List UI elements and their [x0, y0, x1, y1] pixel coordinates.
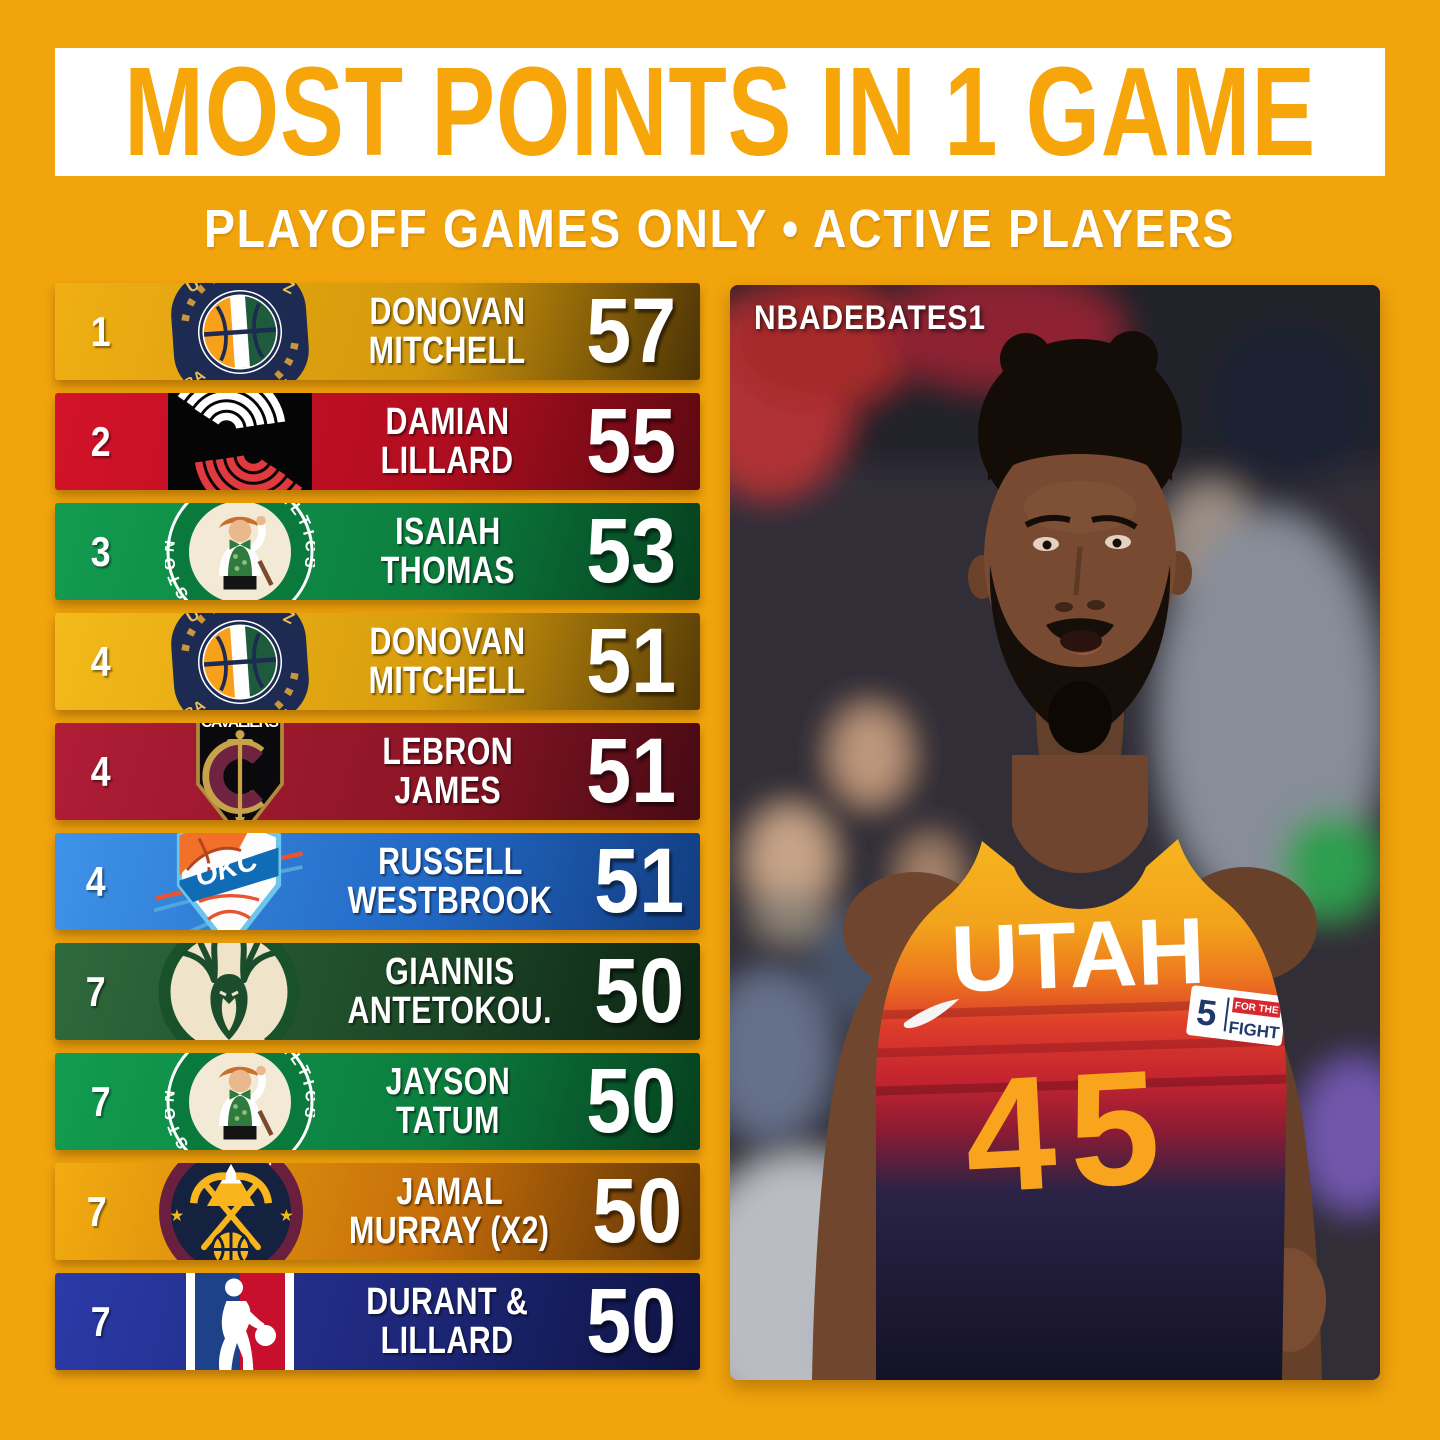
leaderboard-row: 7 DURANT & LILLARD 50 [55, 1270, 700, 1372]
points-value: 50 [585, 1270, 677, 1372]
svg-text:CAVALIERS: CAVALIERS [201, 723, 279, 731]
player-name: RUSSELL WESTBROOK [347, 840, 553, 922]
title-banner: MOST POINTS IN 1 GAME [55, 48, 1385, 176]
rank-label: 7 [86, 1187, 107, 1235]
points-value: 53 [585, 500, 677, 602]
rank-label: 4 [91, 747, 111, 795]
leaderboard-row: 2 [55, 390, 700, 492]
svg-text:LL: LL [278, 705, 302, 710]
celtics-logo: CELTICS BOSTON [165, 1053, 315, 1150]
cavaliers-logo: CAVALIERS [196, 723, 284, 820]
leaderboard-row: 7 M S GIANNIS [55, 940, 700, 1042]
rank-label: 1 [91, 307, 111, 355]
rank-label: 4 [85, 857, 106, 905]
leaderboard-row: 4 CAVALIERS LEBRON JAMES 51 [55, 720, 700, 822]
trail-blazers-logo [167, 393, 313, 490]
svg-text:★: ★ [170, 1207, 185, 1225]
nike-swoosh-icon [903, 998, 960, 1029]
svg-text:★: ★ [279, 1207, 294, 1225]
subtitle: PLAYOFF GAMES ONLY • ACTIVE PLAYERS [0, 198, 1440, 260]
leaderboard-row: 1 U Z BA LL [55, 280, 700, 382]
leaderboard-row: 4 [55, 830, 700, 932]
jersey-team-text: UTAH [949, 898, 1209, 1012]
player-name: DONOVAN MITCHELL [369, 620, 526, 702]
svg-text:R: R [261, 1163, 280, 1169]
rank-label: 3 [91, 527, 111, 575]
five-for-the-fight-patch: 5 FOR THE FIGHT [1186, 985, 1287, 1046]
rank-label: 2 [91, 417, 111, 465]
points-value: 51 [585, 610, 677, 712]
points-value: 51 [593, 830, 685, 932]
player-name: ISAIAH THOMAS [380, 510, 515, 592]
player-figure: 5 FOR THE FIGHT UTAH 45 [812, 331, 1326, 1380]
utah-jazz-logo: U Z BA LL [171, 613, 309, 710]
player-name: DURANT & LILLARD [366, 1280, 529, 1362]
points-value: 50 [593, 940, 684, 1042]
leaderboard-row: 7 CELTICS BOSTON [55, 1050, 700, 1152]
player-photo: 5 FOR THE FIGHT UTAH 45 NBADEBATES1 [730, 285, 1380, 1380]
player-name: DAMIAN LILLARD [381, 400, 514, 482]
player-name: JAYSON TATUM [385, 1060, 510, 1142]
leaderboard: 1 U Z BA LL [55, 280, 700, 1383]
nba-logo [186, 1273, 294, 1370]
celtics-logo: CELTICS BOSTON [165, 503, 315, 600]
utah-jazz-logo: U Z BA LL [171, 283, 309, 380]
nuggets-logo: D R N S ★ ★ [159, 1163, 304, 1260]
subtitle-text: PLAYOFF GAMES ONLY • ACTIVE PLAYERS [204, 199, 1236, 259]
player-name: LEBRON JAMES [382, 730, 513, 812]
leaderboard-row: 3 CELTICS BOSTON [55, 500, 700, 602]
player-name: DONOVAN MITCHELL [369, 290, 526, 372]
page-title: MOST POINTS IN 1 GAME [124, 41, 1316, 182]
points-value: 50 [592, 1160, 683, 1262]
bucks-logo: M S [158, 943, 300, 1040]
points-value: 57 [585, 280, 677, 382]
player-name: GIANNIS ANTETOKOU. [347, 950, 553, 1032]
rank-label: 7 [85, 967, 106, 1015]
points-value: 55 [585, 390, 677, 492]
donovan-mitchell-photo: 5 FOR THE FIGHT UTAH 45 [730, 285, 1380, 1380]
svg-text:S: S [256, 1035, 275, 1040]
points-value: 50 [585, 1050, 677, 1152]
leaderboard-row: 7 D R N S ★ ★ [55, 1160, 700, 1262]
rank-label: 7 [91, 1077, 111, 1125]
rank-label: 7 [91, 1297, 111, 1345]
player-name: JAMAL MURRAY (X2) [349, 1170, 550, 1252]
rank-label: 4 [91, 637, 111, 685]
patch-number: 5 [1194, 991, 1219, 1034]
svg-text:LL: LL [278, 375, 302, 380]
patch-line1: FOR THE [1234, 1000, 1279, 1016]
points-value: 51 [585, 720, 677, 822]
svg-text:M: M [186, 1039, 207, 1040]
leaderboard-row: 4 U Z BA LL [55, 610, 700, 712]
thunder-logo: OKC [154, 833, 304, 930]
watermark: NBADEBATES1 [754, 299, 986, 337]
